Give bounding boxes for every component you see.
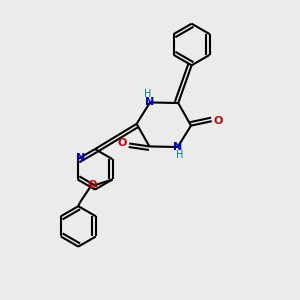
Text: O: O	[213, 116, 223, 126]
Text: H: H	[176, 150, 184, 160]
Text: O: O	[118, 139, 127, 148]
Text: N: N	[173, 142, 182, 152]
Text: H: H	[144, 89, 151, 99]
Text: O: O	[87, 180, 96, 190]
Text: N: N	[146, 98, 154, 107]
Text: N: N	[76, 153, 86, 163]
